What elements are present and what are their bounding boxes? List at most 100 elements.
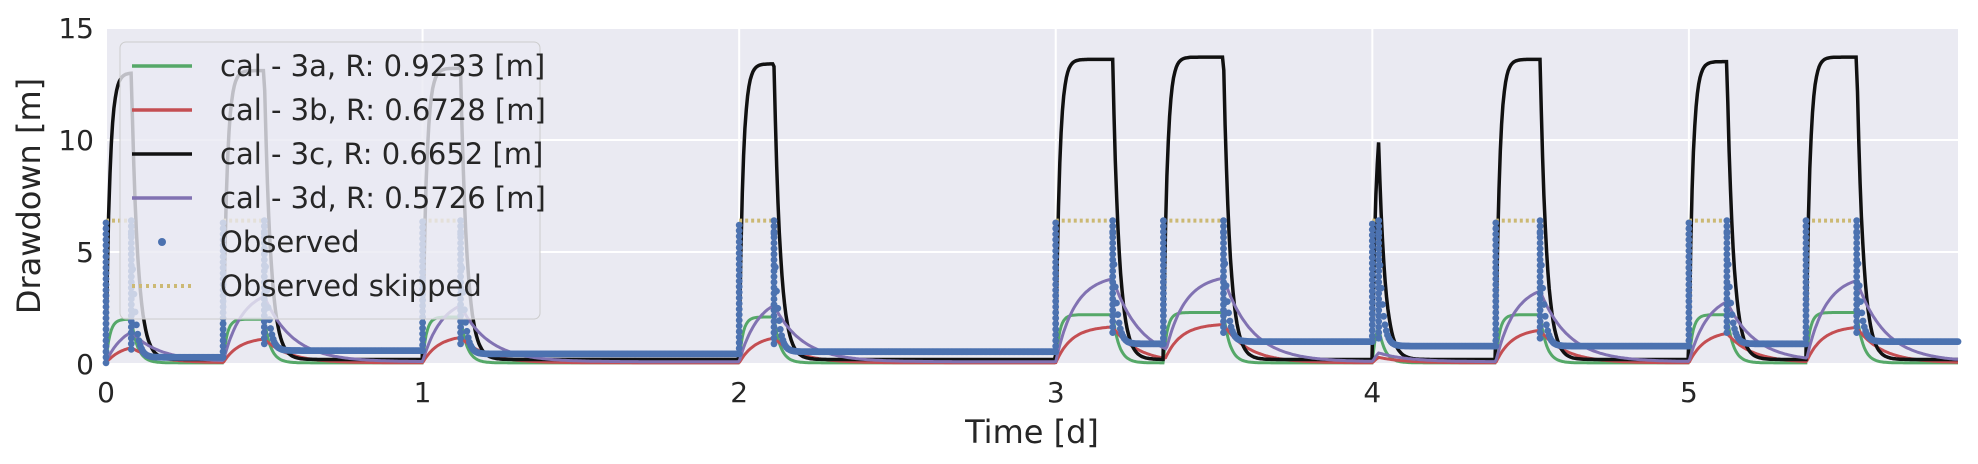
observed-point: [1375, 318, 1383, 325]
x-tick-label: 5: [1680, 376, 1698, 409]
legend-label: cal - 3b, R: 0.6728 [m]: [220, 93, 546, 127]
observed-point: [1723, 239, 1731, 247]
observed-point: [1160, 239, 1167, 247]
observed-point: [735, 288, 743, 296]
observed-point: [419, 336, 426, 343]
observed-point: [1220, 234, 1227, 241]
observed-point: [1375, 217, 1383, 225]
observed-point: [1492, 314, 1500, 322]
observed-point: [1723, 273, 1731, 280]
observed-point: [735, 260, 743, 268]
legend-box: [119, 41, 541, 320]
observed-point: [1052, 264, 1060, 272]
observed-point: [1685, 225, 1693, 232]
observed-point: [735, 255, 743, 263]
observed-point: [1222, 282, 1230, 290]
observed-point: [1052, 331, 1060, 339]
observed-point: [1685, 342, 1693, 350]
observed-point: [1802, 239, 1810, 247]
observed-point: [776, 326, 784, 333]
observed-point: [260, 334, 268, 342]
x-tick-label: 4: [1363, 376, 1381, 409]
observed-point: [1492, 337, 1500, 344]
observed-point: [1160, 228, 1167, 236]
observed-point: [260, 329, 268, 336]
observed-point: [775, 317, 783, 324]
observed-point: [1802, 290, 1810, 297]
observed-point: [1685, 320, 1693, 328]
observed-point: [1052, 325, 1060, 333]
observed-point: [219, 320, 227, 328]
observed-point: [1160, 312, 1167, 320]
observed-point: [1802, 262, 1810, 269]
observed-point: [219, 342, 227, 350]
observed-point: [1160, 306, 1167, 314]
observed-point: [1052, 320, 1060, 328]
observed-point: [1723, 312, 1731, 320]
observed-point: [770, 323, 778, 331]
observed-point: [1109, 245, 1117, 253]
observed-point: [1114, 311, 1122, 318]
observed-point: [770, 278, 778, 286]
observed-point: [1375, 256, 1383, 264]
y-tick-label: 5: [76, 236, 94, 269]
legend: cal - 3a, R: 0.9233 [m] cal - 3b, R: 0.67…: [119, 41, 546, 320]
observed-point: [219, 348, 227, 356]
observed-point: [1160, 222, 1167, 230]
observed-point: [1802, 234, 1810, 241]
observed-point: [102, 297, 110, 305]
observed-point: [1492, 325, 1500, 333]
observed-point: [1536, 245, 1544, 253]
observed-point: [1220, 312, 1227, 320]
y-tick-labels: 0 5 10 15: [58, 12, 94, 381]
observed-point: [1375, 329, 1383, 336]
observed-point: [1536, 323, 1544, 331]
observed-point: [1160, 334, 1167, 342]
observed-point: [102, 241, 110, 249]
observed-point: [1109, 329, 1117, 336]
legend-label: cal - 3d, R: 0.5726 [m]: [220, 181, 546, 215]
observed-point: [102, 353, 110, 361]
observed-point: [1723, 329, 1731, 336]
observed-point: [1685, 292, 1693, 300]
observed-point: [1802, 250, 1810, 258]
observed-point: [1109, 239, 1117, 247]
observed-point: [1536, 312, 1544, 320]
observed-point: [735, 266, 743, 274]
observed-point: [1110, 261, 1118, 268]
observed-point: [102, 247, 110, 255]
x-tick-labels: 0 1 2 3 4 5: [97, 376, 1698, 409]
observed-point: [1223, 298, 1231, 305]
observed-point: [1492, 241, 1500, 249]
observed-point: [127, 318, 135, 325]
observed-point: [770, 250, 778, 258]
observed-point: [1160, 217, 1167, 225]
observed-point: [1052, 219, 1060, 227]
observed-point: [1492, 264, 1500, 272]
observed-point: [219, 331, 227, 339]
observed-point: [1109, 217, 1117, 225]
observed-point: [1368, 226, 1376, 234]
observed-point: [1541, 312, 1549, 320]
observed-point: [1802, 222, 1810, 230]
observed-point: [419, 324, 426, 332]
observed-point: [1375, 312, 1383, 320]
observed-point: [457, 329, 464, 336]
observed-point: [219, 353, 227, 361]
observed-point: [1492, 269, 1500, 277]
observed-point: [127, 334, 135, 342]
observed-point: [1685, 303, 1693, 311]
observed-point: [134, 330, 142, 338]
observed-point: [1375, 239, 1383, 247]
observed-point: [1052, 230, 1060, 238]
observed-point: [1368, 327, 1376, 334]
observed-point: [1685, 337, 1693, 344]
observed-point: [1536, 217, 1544, 225]
observed-point: [1052, 281, 1060, 288]
observed-point: [1052, 309, 1060, 316]
observed-point: [1685, 269, 1693, 277]
observed-point: [1492, 258, 1500, 266]
observed-point: [1853, 245, 1861, 253]
observed-point: [1685, 331, 1693, 339]
observed-point: [1854, 260, 1862, 267]
